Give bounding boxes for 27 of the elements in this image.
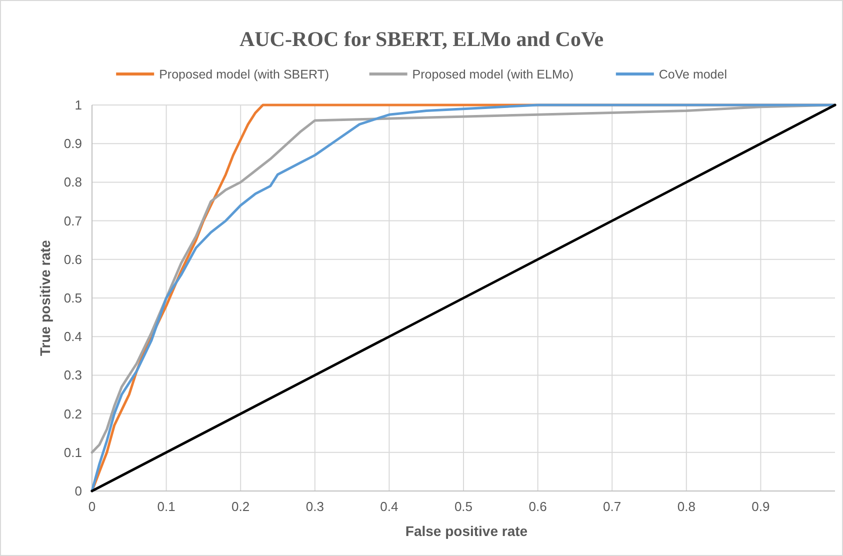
legend-label: CoVe model xyxy=(658,68,728,82)
x-tick-label: 0.4 xyxy=(380,499,398,514)
x-tick-label: 0.6 xyxy=(528,499,547,514)
x-tick-label: 0.9 xyxy=(752,499,770,514)
legend-label: Proposed model (with SBERT) xyxy=(159,68,330,82)
y-axis-title: True positive rate xyxy=(37,240,53,356)
y-tick-label: 0.9 xyxy=(64,136,82,152)
x-tick-label: 0.1 xyxy=(157,499,176,514)
legend-label: Proposed model (with ELMo) xyxy=(412,68,574,82)
x-tick-label: 0.3 xyxy=(306,499,324,514)
y-tick-label: 1 xyxy=(74,98,82,112)
y-tick-label: 0.3 xyxy=(64,368,82,383)
x-tick-label: 0.7 xyxy=(603,499,622,514)
x-tick-label: 0.2 xyxy=(232,499,250,514)
y-tick-label: 0 xyxy=(74,484,82,498)
y-tick-label: 0.1 xyxy=(64,444,82,460)
x-axis-title: False positive rate xyxy=(405,523,528,539)
y-tick-label: 0.6 xyxy=(64,252,82,267)
y-tick-label: 0.7 xyxy=(64,213,82,228)
x-tick-label: 0.8 xyxy=(677,499,696,514)
y-tick-label: 0.5 xyxy=(64,290,82,306)
x-tick-label: 0.5 xyxy=(454,499,473,514)
y-tick-label: 0.4 xyxy=(64,329,82,344)
chart-title: AUC-ROC for SBERT, ELMo and CoVe xyxy=(239,27,604,51)
x-tick-label: 0 xyxy=(88,499,96,514)
y-tick-label: 0.8 xyxy=(64,174,82,190)
y-tick-label: 0.2 xyxy=(64,406,82,422)
